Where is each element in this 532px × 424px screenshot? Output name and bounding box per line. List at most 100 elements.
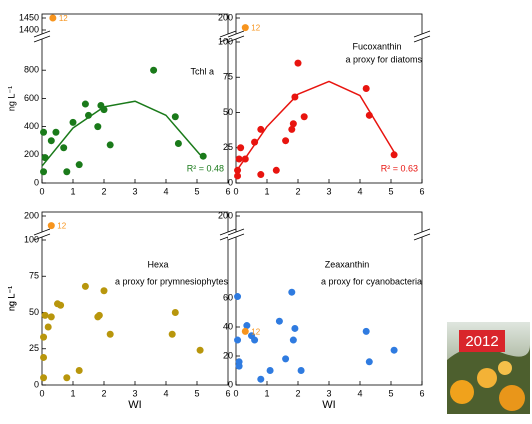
data-point [251, 138, 259, 146]
y-tick-label: 100 [24, 234, 39, 244]
data-point [40, 168, 48, 176]
axis-break-gap [414, 31, 430, 42]
data-point [85, 111, 92, 119]
axis-break-mark [227, 233, 245, 241]
data-point [168, 330, 176, 338]
orange-fruit [498, 361, 512, 375]
x-tick-label: 1 [264, 186, 269, 196]
data-point [234, 336, 242, 344]
data-point [294, 59, 302, 67]
x-tick-label: 0 [233, 388, 238, 398]
y-tick-label: 200 [218, 210, 233, 220]
data-point [40, 353, 48, 361]
axis-break-gap [34, 229, 50, 240]
x-tick-label: 5 [388, 388, 393, 398]
panel-subtitle: a proxy for diatoms [345, 54, 422, 64]
orange-fruit [499, 385, 525, 411]
y-tick-label: 200 [24, 210, 39, 220]
data-point [40, 128, 48, 136]
y-tick-label: 0 [228, 177, 233, 187]
data-point [196, 346, 204, 354]
x-tick-label: 0 [39, 186, 44, 196]
axis-break-gap [220, 229, 236, 240]
plot-frame [41, 211, 229, 386]
plot-frame [235, 211, 423, 386]
x-tick-label: 2 [101, 388, 106, 398]
x-tick-label: 1 [264, 388, 269, 398]
data-point [272, 166, 280, 174]
data-point [251, 336, 259, 344]
data-point [234, 166, 242, 174]
x-tick-label: 3 [132, 388, 137, 398]
fit-curve [41, 100, 201, 167]
highlight-point [47, 222, 55, 230]
y-tick-label: 800 [24, 65, 39, 75]
axis-break-gap [34, 31, 50, 42]
x-tick-label: 6 [419, 186, 424, 196]
data-point [291, 324, 299, 332]
x-tick-label: 5 [388, 186, 393, 196]
data-point [100, 287, 108, 295]
y-tick-label: 0 [34, 177, 39, 187]
panel-title: Tchl a [190, 66, 214, 76]
y-tick-label: 200 [24, 149, 39, 159]
x-tick-label: 0 [39, 388, 44, 398]
y-tick-label: 25 [29, 343, 39, 353]
x-tick-label: 3 [326, 186, 331, 196]
y-tick-label: 0 [228, 379, 233, 389]
x-tick-label: 4 [163, 186, 168, 196]
x-tick-label: 3 [132, 186, 137, 196]
data-point [282, 355, 290, 363]
y-tick-label: 1400 [19, 24, 39, 34]
data-point [63, 168, 71, 176]
axis-break-mark [33, 228, 51, 236]
data-point [297, 367, 305, 374]
data-point [81, 282, 89, 290]
y-tick-label: 50 [223, 107, 233, 117]
data-point [100, 106, 108, 114]
data-point [174, 140, 182, 148]
y-axis-label: ng L⁻¹ [6, 86, 16, 111]
y-tick-label: 20 [223, 350, 233, 360]
panel-title: Hexa [147, 259, 168, 269]
data-point [40, 333, 48, 341]
data-point [95, 311, 103, 319]
x-tick-label: 2 [295, 388, 300, 398]
panel-title: Zeaxanthin [325, 259, 370, 269]
x-tick-label: 5 [194, 388, 199, 398]
axis-break-mark [413, 233, 431, 241]
axis-break-mark [227, 228, 245, 236]
x-tick-label: 2 [101, 186, 106, 196]
data-point [241, 155, 249, 163]
data-point [288, 125, 296, 133]
data-point [390, 151, 398, 159]
data-point [47, 313, 55, 321]
orange-fruit [450, 380, 474, 404]
axis-break-mark [413, 228, 431, 236]
data-point [69, 118, 77, 126]
data-point [237, 144, 245, 152]
data-point [362, 85, 370, 93]
orange-fruit [477, 368, 497, 388]
data-point [243, 322, 251, 330]
data-point [235, 362, 243, 370]
x-tick-label: 5 [194, 186, 199, 196]
data-point [365, 111, 373, 119]
y-axis-label: ng L⁻¹ [6, 286, 16, 311]
y-tick-label: 60 [223, 292, 233, 302]
data-point [365, 358, 373, 366]
panel-subtitle: a proxy for prymnesiophytes [115, 276, 229, 286]
highlight-label: 12 [251, 24, 260, 33]
highlight-label: 12 [57, 222, 66, 231]
data-point [234, 293, 242, 301]
data-point [63, 374, 71, 382]
axis-break-mark [219, 228, 237, 236]
data-point [300, 113, 308, 121]
data-point [41, 311, 49, 319]
data-point [291, 93, 299, 101]
y-tick-label: 25 [223, 142, 233, 152]
y-tick-label: 75 [29, 271, 39, 281]
data-point [289, 336, 297, 344]
data-point [257, 375, 265, 383]
